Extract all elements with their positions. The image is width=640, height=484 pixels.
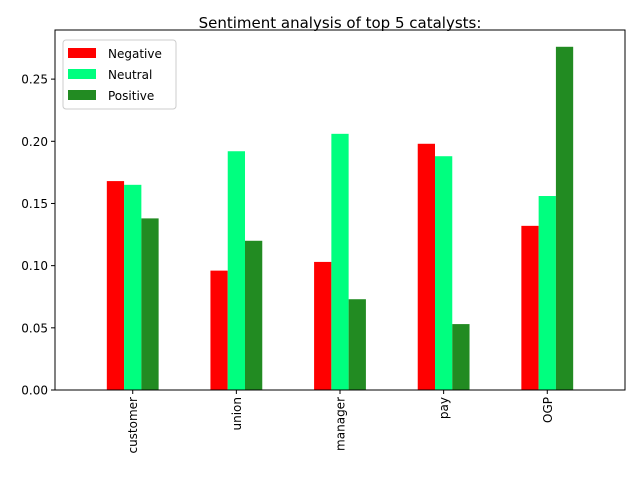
x-axis: customer union manager pay OGP — [126, 390, 555, 454]
bar-neutral-union — [227, 151, 245, 390]
legend-swatch-negative — [68, 48, 96, 58]
x-tick-label: pay — [437, 397, 451, 419]
bars-group — [106, 46, 574, 390]
bar-positive-pay — [452, 324, 470, 390]
bar-positive-customer — [141, 218, 159, 390]
legend-swatch-neutral — [68, 69, 96, 79]
legend-swatch-positive — [68, 90, 96, 100]
legend-label-negative: Negative — [108, 47, 162, 61]
y-tick-label: 0.20 — [21, 135, 48, 149]
legend: Negative Neutral Positive — [62, 39, 177, 110]
bar-negative-manager — [314, 261, 332, 390]
legend-label-positive: Positive — [108, 89, 154, 103]
bar-neutral-ogp — [538, 196, 556, 390]
x-tick-label: OGP — [541, 397, 555, 423]
bar-negative-customer — [106, 181, 125, 390]
y-tick-label: 0.15 — [21, 197, 48, 211]
x-tick-label: manager — [334, 397, 348, 451]
bar-positive-union — [245, 240, 263, 390]
bar-negative-ogp — [521, 225, 539, 390]
bar-neutral-customer — [124, 184, 142, 390]
y-tick-label: 0.00 — [21, 384, 48, 398]
bar-neutral-manager — [331, 133, 349, 390]
y-axis: 0.00 0.05 0.10 0.15 0.20 0.25 — [21, 73, 55, 398]
x-tick-label: union — [230, 397, 244, 431]
y-tick-label: 0.25 — [21, 73, 48, 87]
chart-title: Sentiment analysis of top 5 catalysts: — [199, 14, 482, 32]
bar-negative-union — [210, 270, 228, 390]
bar-negative-pay — [417, 143, 435, 390]
bar-neutral-pay — [435, 156, 453, 390]
legend-label-neutral: Neutral — [108, 68, 152, 82]
x-tick-label: customer — [126, 397, 140, 454]
bar-positive-manager — [348, 299, 366, 390]
y-tick-label: 0.05 — [21, 321, 48, 335]
bar-positive-ogp — [555, 46, 574, 390]
y-tick-label: 0.10 — [21, 259, 48, 273]
